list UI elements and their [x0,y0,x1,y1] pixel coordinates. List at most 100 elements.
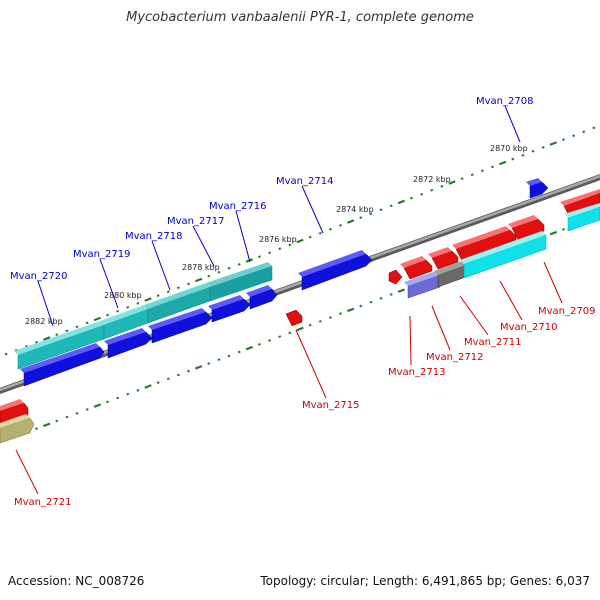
minor-tick [116,309,120,313]
gene-mvan-2716-blue [249,288,278,310]
minor-tick [308,323,312,327]
tick-label-2878: 2878 kbp [182,263,220,272]
minor-tick [156,294,160,297]
genome-backbone [0,173,600,395]
minor-tick [85,408,89,411]
major-tick [397,199,405,205]
minor-tick [511,157,515,161]
major-tick [43,336,51,341]
minor-tick [379,296,383,300]
tick-label-2876: 2876 kbp [259,235,297,244]
minor-tick [491,165,495,169]
minor-tick [187,369,191,373]
minor-tick [430,188,434,192]
minor-tick [55,419,59,423]
major-tick [347,219,355,224]
genome-summary-text: Topology: circular; Length: 6,491,865 bp… [260,574,590,588]
tick-label-2870: 2870 kbp [490,144,528,153]
minor-tick [207,362,211,365]
minor-tick [136,388,140,392]
minor-tick [176,373,180,377]
minor-tick [268,251,272,255]
minor-tick [561,227,565,231]
minor-tick [55,333,59,336]
label-mvan-2718: Mvan_2718 [125,231,182,242]
gene-mvan-2714 [301,253,373,291]
minor-tick [308,235,312,239]
gene-mvan-2708 [529,181,549,199]
major-tick [195,277,203,283]
minor-tick [35,427,39,431]
minor-tick [116,396,120,400]
label-mvan-2721: Mvan_2721 [14,497,71,508]
label-mvan-2709: Mvan_2709 [538,306,595,317]
minor-tick [237,350,241,354]
forward-gene-labels: Mvan_2708 Mvan_2714 Mvan_2716 Mvan_2717 … [10,96,533,282]
major-tick [397,288,405,293]
major-tick [144,384,152,389]
minor-tick [166,290,170,294]
major-tick [549,230,557,236]
minor-tick [126,305,130,309]
minor-tick [328,316,332,319]
label-mvan-2720: Mvan_2720 [10,271,67,282]
label-mvan-2715: Mvan_2715 [302,400,359,411]
minor-tick [339,224,343,227]
major-tick [195,365,203,370]
minor-tick [440,185,444,188]
minor-tick [379,208,383,212]
minor-tick [237,263,241,266]
minor-tick [136,302,140,305]
minor-tick [268,339,272,342]
minor-tick [409,196,413,200]
minor-tick [561,138,565,141]
minor-tick [359,216,363,219]
reverse-genes [0,189,600,444]
reverse-gene-labels: Mvan_2709 Mvan_2710 Mvan_2711 Mvan_2712 … [14,306,595,508]
minor-tick [541,146,545,149]
gene-cyan-2710 [463,234,547,279]
forward-genes [14,178,549,387]
major-tick [296,238,304,244]
minor-tick [389,204,393,208]
minor-tick [278,335,282,339]
map-title: Mycobacterium vanbaalenii PYR-1, complet… [126,10,474,25]
tick-label-2882: 2882 kbp [25,317,63,326]
gene-mvan-2713 [388,269,403,285]
minor-tick [227,266,231,270]
label-mvan-2714: Mvan_2714 [276,176,333,187]
gene-mvan-2720-blue [23,346,105,387]
tick-label-2880: 2880 kbp [104,291,142,300]
minor-tick [75,411,79,415]
minor-tick [176,286,180,290]
minor-tick [278,247,282,251]
minor-tick [166,377,170,381]
minor-tick [521,153,525,157]
minor-tick [156,381,160,385]
major-tick [499,160,507,166]
minor-tick [126,392,130,396]
gene-mvan-2717-blue [211,298,251,323]
minor-tick [531,149,535,153]
accession-text: Accession: NC_008726 [8,574,145,588]
tick-ring-outer [4,126,596,356]
major-tick [93,403,101,408]
tick-label-2874: 2874 kbp [336,205,374,214]
minor-tick [369,300,373,304]
minor-tick [24,344,28,348]
label-mvan-2719: Mvan_2719 [73,249,130,260]
gene-mvan-2721-red [0,402,29,426]
minor-tick [75,325,79,329]
major-tick [448,180,456,185]
minor-tick [460,177,464,180]
minor-tick [592,126,596,130]
label-mvan-2710: Mvan_2710 [500,322,557,333]
minor-tick [339,312,343,316]
minor-tick [328,227,332,231]
minor-tick [389,293,393,296]
major-tick [549,141,557,146]
minor-tick [288,331,292,335]
minor-tick [369,212,373,216]
leader-lines [15,105,563,495]
